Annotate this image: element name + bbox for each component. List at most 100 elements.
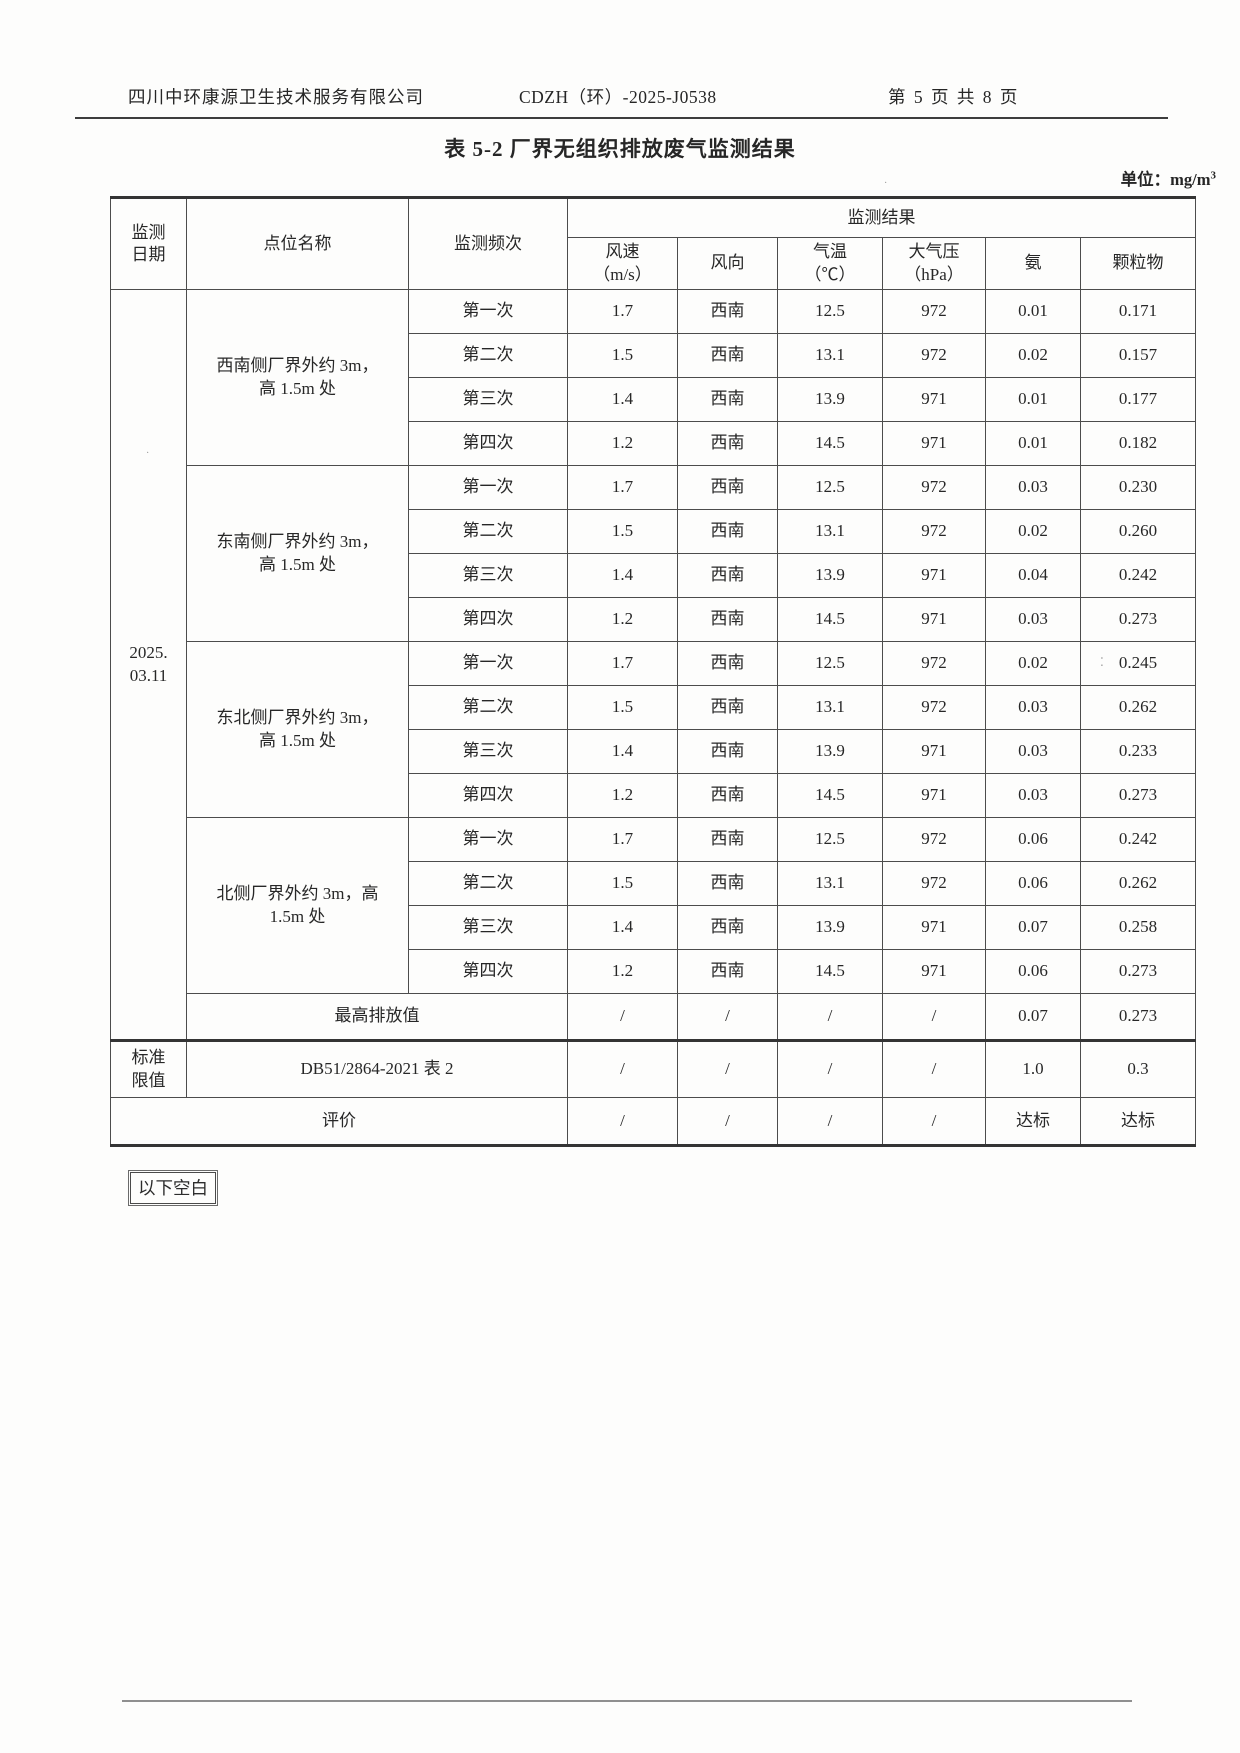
footer-divider bbox=[122, 1700, 1132, 1702]
frequency-label: 第四次 bbox=[408, 597, 568, 642]
cell-wind-direction: 西南 bbox=[677, 421, 778, 466]
cell-temperature: 13.9 bbox=[777, 905, 883, 950]
cell-wind-direction: 西南 bbox=[677, 817, 778, 862]
cell-particulate: 0.260 bbox=[1079, 509, 1197, 554]
cell-temperature: 14.5 bbox=[777, 597, 883, 642]
cell-ammonia: 0.01 bbox=[985, 289, 1081, 334]
evaluation-wind-speed: / bbox=[567, 1097, 678, 1146]
cell-temperature: 13.9 bbox=[777, 377, 883, 422]
evaluation-wind-direction: / bbox=[677, 1097, 778, 1146]
cell-temperature: 12.5 bbox=[777, 465, 883, 510]
cell-temperature: 13.1 bbox=[777, 861, 883, 906]
cell-air-pressure: 972 bbox=[882, 685, 986, 730]
cell-temperature: 14.5 bbox=[777, 949, 883, 994]
scan-artifact: · bbox=[884, 178, 888, 189]
header-company: 四川中环康源卫生技术服务有限公司 bbox=[128, 87, 424, 107]
cell-particulate: 0.273 bbox=[1079, 773, 1197, 818]
cell-wind-direction: 西南 bbox=[677, 289, 778, 334]
cell-wind-speed: 1.7 bbox=[567, 641, 678, 686]
limit-wind-direction: / bbox=[677, 1039, 778, 1098]
header-frequency: 监测频次 bbox=[408, 197, 568, 290]
cell-air-pressure: 971 bbox=[882, 553, 986, 598]
cell-particulate: 0.258 bbox=[1079, 905, 1197, 950]
cell-ammonia: 0.02 bbox=[985, 333, 1081, 378]
cell-wind-direction: 西南 bbox=[677, 509, 778, 554]
frequency-label: 第一次 bbox=[408, 641, 568, 686]
cell-air-pressure: 971 bbox=[882, 597, 986, 642]
cell-particulate: 0.157 bbox=[1079, 333, 1197, 378]
location-name: 东北侧厂界外约 3m， 高 1.5m 处 bbox=[186, 641, 409, 818]
cell-ammonia: 0.02 bbox=[985, 509, 1081, 554]
cell-wind-direction: 西南 bbox=[677, 861, 778, 906]
header-page-info: 第 5 页 共 8 页 bbox=[888, 87, 1020, 107]
cell-particulate: 0.171 bbox=[1079, 289, 1197, 334]
header-date: 监测 日期 bbox=[110, 197, 187, 290]
max-wind-speed: / bbox=[567, 993, 678, 1041]
cell-particulate: 0.230 bbox=[1079, 465, 1197, 510]
cell-ammonia: 0.06 bbox=[985, 861, 1081, 906]
frequency-label: 第四次 bbox=[408, 773, 568, 818]
standard-reference: DB51/2864-2021 表 2 bbox=[186, 1039, 568, 1098]
unit-label: 单位：mg/m3 bbox=[1121, 166, 1216, 190]
header-wind-direction: 风向 bbox=[677, 237, 778, 290]
cell-wind-speed: 1.7 bbox=[567, 817, 678, 862]
cell-air-pressure: 971 bbox=[882, 729, 986, 774]
cell-wind-direction: 西南 bbox=[677, 905, 778, 950]
frequency-label: 第一次 bbox=[408, 465, 568, 510]
cell-air-pressure: 971 bbox=[882, 421, 986, 466]
evaluation-particulate: 达标 bbox=[1079, 1097, 1197, 1146]
frequency-label: 第三次 bbox=[408, 377, 568, 422]
frequency-label: 第三次 bbox=[408, 553, 568, 598]
cell-wind-direction: 西南 bbox=[677, 949, 778, 994]
frequency-label: 第二次 bbox=[408, 685, 568, 730]
cell-temperature: 13.1 bbox=[777, 509, 883, 554]
cell-wind-direction: 西南 bbox=[677, 641, 778, 686]
cell-air-pressure: 972 bbox=[882, 641, 986, 686]
table-container: 监测 日期 点位名称 监测频次 监测结果 风速 （m/s） 风向 气温 （℃） 大气压 （hP… bbox=[110, 196, 1197, 1147]
cell-air-pressure: 972 bbox=[882, 333, 986, 378]
cell-wind-speed: 1.5 bbox=[567, 509, 678, 554]
frequency-label: 第一次 bbox=[408, 817, 568, 862]
cell-temperature: 14.5 bbox=[777, 421, 883, 466]
table-title: 表 5-2 厂界无组织排放废气监测结果 bbox=[444, 137, 796, 161]
cell-wind-direction: 西南 bbox=[677, 597, 778, 642]
header-report-code: CDZH（环）-2025-J0538 bbox=[519, 87, 717, 107]
cell-air-pressure: 971 bbox=[882, 949, 986, 994]
scan-artifact: ⁚ bbox=[1100, 655, 1104, 669]
limit-air-pressure: / bbox=[882, 1039, 986, 1098]
cell-wind-direction: 西南 bbox=[677, 773, 778, 818]
max-wind-direction: / bbox=[677, 993, 778, 1041]
cell-wind-direction: 西南 bbox=[677, 465, 778, 510]
cell-ammonia: 0.06 bbox=[985, 949, 1081, 994]
cell-ammonia: 0.01 bbox=[985, 421, 1081, 466]
cell-ammonia: 0.03 bbox=[985, 597, 1081, 642]
evaluation-air-pressure: / bbox=[882, 1097, 986, 1146]
cell-air-pressure: 971 bbox=[882, 773, 986, 818]
cell-wind-speed: 1.2 bbox=[567, 773, 678, 818]
unit-superscript: 3 bbox=[1210, 169, 1217, 182]
cell-wind-speed: 1.4 bbox=[567, 905, 678, 950]
cell-wind-speed: 1.4 bbox=[567, 729, 678, 774]
cell-particulate: 0.273 bbox=[1079, 949, 1197, 994]
max-temperature: / bbox=[777, 993, 883, 1041]
frequency-label: 第二次 bbox=[408, 861, 568, 906]
cell-wind-speed: 1.7 bbox=[567, 465, 678, 510]
header-results-group: 监测结果 bbox=[566, 197, 1197, 238]
cell-ammonia: 0.03 bbox=[985, 465, 1081, 510]
cell-wind-speed: 1.2 bbox=[567, 949, 678, 994]
cell-particulate: 0.273 bbox=[1079, 597, 1197, 642]
cell-particulate: 0.242 bbox=[1079, 817, 1197, 862]
cell-wind-speed: 1.4 bbox=[567, 553, 678, 598]
cell-temperature: 12.5 bbox=[777, 817, 883, 862]
header-particulate: 颗粒物 bbox=[1079, 237, 1197, 290]
cell-temperature: 12.5 bbox=[777, 289, 883, 334]
max-air-pressure: / bbox=[882, 993, 986, 1041]
cell-ammonia: 0.06 bbox=[985, 817, 1081, 862]
monitoring-table: 监测 日期 点位名称 监测频次 监测结果 风速 （m/s） 风向 气温 （℃） 大气压 （hP… bbox=[110, 196, 1197, 1147]
cell-wind-direction: 西南 bbox=[677, 553, 778, 598]
cell-temperature: 13.1 bbox=[777, 333, 883, 378]
cell-air-pressure: 972 bbox=[882, 509, 986, 554]
max-ammonia: 0.07 bbox=[985, 993, 1081, 1041]
scan-artifact: · bbox=[146, 448, 150, 459]
header-location: 点位名称 bbox=[186, 197, 409, 290]
